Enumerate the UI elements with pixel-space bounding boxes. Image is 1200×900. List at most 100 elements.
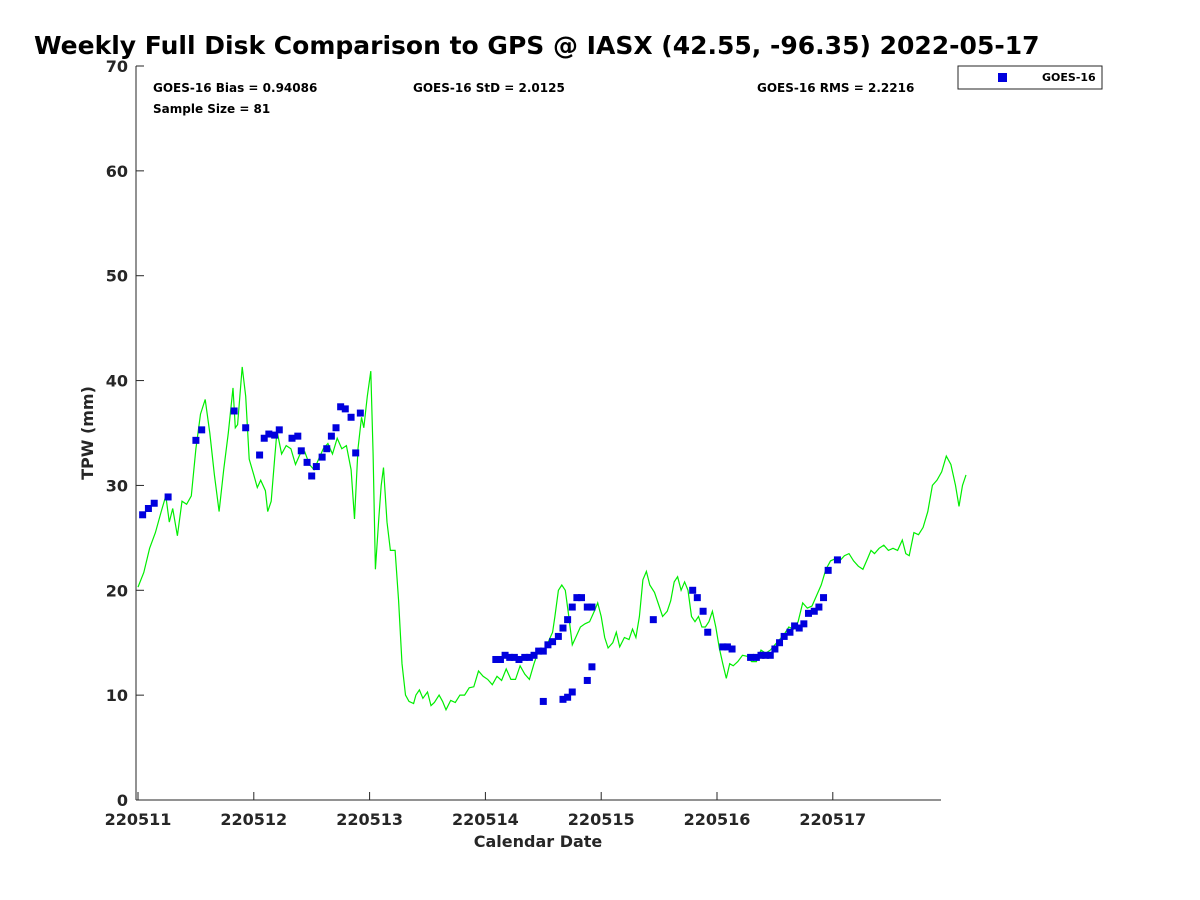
goes16-point (583, 603, 591, 611)
goes16-point (820, 594, 828, 602)
goes16-point (766, 651, 774, 659)
goes16-point (776, 639, 784, 647)
goes16-point (275, 426, 283, 434)
goes16-point (535, 647, 543, 655)
goes16-point (539, 697, 547, 705)
std-stat: GOES-16 StD = 2.0125 (413, 81, 565, 95)
goes16-point (352, 449, 360, 457)
goes16-point (506, 653, 514, 661)
goes16-point (588, 663, 596, 671)
series-layer (137, 366, 967, 712)
rms-stat: GOES-16 RMS = 2.2216 (757, 81, 914, 95)
legend-label-goes16: GOES-16 (1042, 71, 1096, 84)
x-tick-label: 220514 (452, 810, 519, 829)
goes16-point (568, 688, 576, 696)
goes16-point (356, 409, 364, 417)
goes16-point (833, 556, 841, 564)
goes16-point (530, 651, 538, 659)
goes16-point (510, 653, 518, 661)
goes16-point (265, 430, 273, 438)
goes16-point (549, 638, 557, 646)
goes16-point (544, 641, 552, 649)
goes16-point (496, 655, 504, 663)
goes16-point (810, 607, 818, 615)
goes16-point (256, 451, 264, 459)
goes16-point (752, 653, 760, 661)
goes16-point (337, 403, 345, 411)
goes16-point (568, 603, 576, 611)
goes16-point (341, 405, 349, 413)
goes16-point (198, 426, 206, 434)
goes16-point (297, 447, 305, 455)
goes16-point (327, 432, 335, 440)
goes16-point (554, 632, 562, 640)
x-tick-label: 220516 (684, 810, 751, 829)
legend-marker-goes16 (998, 73, 1007, 82)
goes16-point (150, 499, 158, 507)
goes16-point (804, 609, 812, 617)
goes16-point (308, 472, 316, 480)
goes16-point (573, 594, 581, 602)
goes16-point (192, 436, 200, 444)
goes16-point (795, 624, 803, 632)
goes16-point (583, 676, 591, 684)
x-tick-label: 220517 (799, 810, 866, 829)
y-tick-label: 30 (106, 476, 128, 495)
goes16-point (539, 647, 547, 655)
goes16-point (704, 628, 712, 636)
plot-area (136, 66, 941, 800)
y-tick-label: 60 (106, 162, 128, 181)
goes16-point (318, 453, 326, 461)
goes16-point (559, 695, 567, 703)
goes16-point (260, 434, 268, 442)
goes16-point (288, 434, 296, 442)
goes16-point (786, 628, 794, 636)
goes16-point (347, 413, 355, 421)
x-tick-label: 220512 (220, 810, 287, 829)
x-tick-label: 220513 (336, 810, 403, 829)
x-axis-ticks: 220511 220512 220513 220514 220515 220516 2205… (105, 792, 866, 829)
goes16-point (747, 653, 755, 661)
goes16-point (815, 603, 823, 611)
goes16-point (719, 643, 727, 651)
bias-stat: GOES-16 Bias = 0.94086 (153, 81, 317, 95)
goes16-point (699, 607, 707, 615)
goes16-point (323, 445, 331, 453)
chart-title: Weekly Full Disk Comparison to GPS @ IAS… (34, 31, 1040, 60)
goes16-point (693, 594, 701, 602)
goes16-point (771, 645, 779, 653)
goes16-point (525, 653, 533, 661)
goes16-point (649, 616, 657, 624)
x-tick-label: 220511 (105, 810, 172, 829)
gps-series-line (137, 366, 967, 712)
goes16-point (139, 511, 147, 519)
goes16-point (689, 586, 697, 594)
goes16-point (144, 504, 152, 512)
y-tick-label: 50 (106, 267, 128, 286)
goes16-point (728, 645, 736, 653)
y-tick-label: 0 (117, 791, 128, 810)
goes16-point (564, 616, 572, 624)
sample-size-stat: Sample Size = 81 (153, 102, 270, 116)
goes16-point (492, 655, 500, 663)
goes16-point (564, 693, 572, 701)
goes16-point (294, 432, 302, 440)
goes16-point (230, 407, 238, 415)
goes16-point (723, 643, 731, 651)
goes16-point (521, 653, 529, 661)
goes16-point (559, 624, 567, 632)
goes16-point (515, 655, 523, 663)
goes16-point (332, 424, 340, 432)
legend-box (957, 65, 1103, 90)
y-tick-label: 70 (106, 57, 128, 76)
y-axis-label: TPW (mm) (78, 386, 97, 480)
goes16-point (757, 651, 765, 659)
goes16-point (578, 594, 586, 602)
goes16-point (824, 566, 832, 574)
goes16-point (242, 424, 250, 432)
y-tick-label: 40 (106, 372, 128, 391)
goes16-point (164, 493, 172, 501)
goes16-point (800, 620, 808, 628)
goes16-point (780, 632, 788, 640)
